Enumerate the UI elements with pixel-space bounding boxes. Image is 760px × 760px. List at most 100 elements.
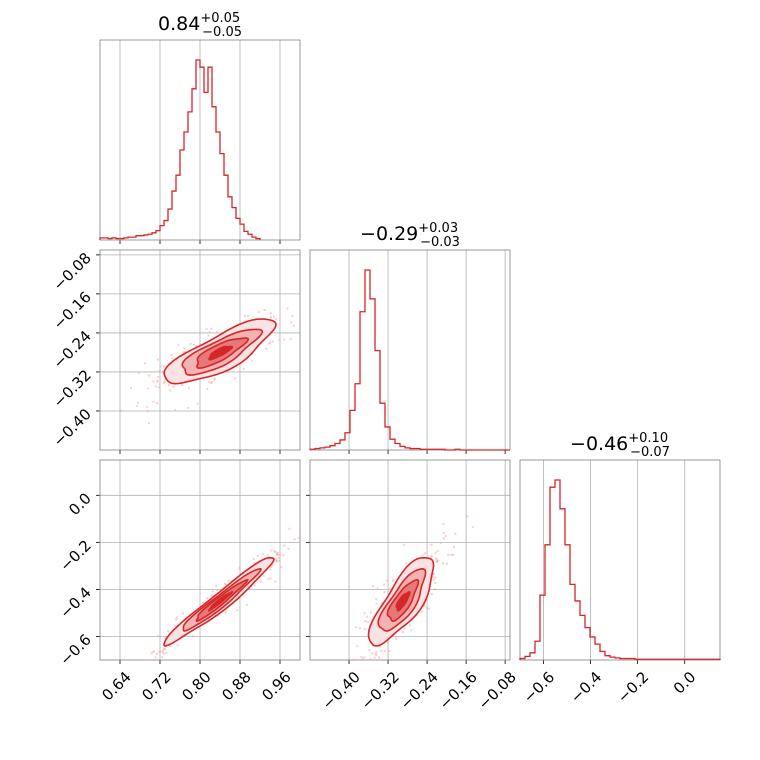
- scatter-point: [157, 386, 160, 389]
- scatter-point: [280, 566, 283, 569]
- scatter-point: [158, 370, 161, 373]
- scatter-point: [364, 620, 367, 623]
- scatter-point: [441, 562, 444, 565]
- scatter-point: [155, 653, 158, 656]
- scatter-point: [442, 537, 445, 540]
- scatter-point: [387, 640, 390, 643]
- scatter-point: [277, 559, 280, 562]
- scatter-point: [162, 652, 165, 655]
- scatter-point: [253, 562, 256, 565]
- scatter-point: [170, 353, 173, 356]
- scatter-point: [435, 560, 438, 563]
- title-param-1-plus: +0.05: [200, 11, 240, 26]
- scatter-point: [380, 602, 383, 605]
- scatter-point: [267, 578, 270, 581]
- scatter-point: [159, 365, 162, 368]
- scatter-point: [289, 337, 292, 340]
- panel-border: [99, 39, 301, 241]
- scatter-point: [410, 629, 413, 632]
- x-tick-label: −0.4: [567, 668, 605, 706]
- scatter-point: [276, 552, 279, 555]
- scatter-point: [267, 342, 270, 345]
- scatter-point: [192, 635, 195, 638]
- scatter-point: [250, 359, 253, 362]
- scatter-point: [136, 665, 138, 667]
- contour-level-4: [208, 345, 234, 361]
- scatter-point: [165, 652, 168, 655]
- scatter-point: [420, 610, 423, 613]
- scatter-point: [171, 357, 174, 360]
- scatter-point: [135, 405, 138, 408]
- scatter-point: [379, 645, 382, 648]
- scatter-point: [215, 331, 218, 334]
- scatter-point: [383, 649, 386, 652]
- scatter-point: [152, 380, 155, 383]
- panel-border: [99, 249, 301, 451]
- scatter-point: [471, 526, 474, 529]
- scatter-point: [150, 652, 153, 655]
- scatter-point: [269, 315, 272, 318]
- scatter-point: [272, 315, 275, 318]
- scatter-point: [430, 555, 433, 558]
- y-tick-label: −0.2: [56, 536, 94, 574]
- scatter-point: [292, 324, 295, 327]
- scatter-point: [291, 315, 294, 318]
- x-tick-label: −0.08: [475, 668, 520, 713]
- scatter-point: [271, 564, 274, 567]
- scatter-point: [302, 536, 304, 538]
- scatter-point: [383, 661, 385, 663]
- scatter-point: [435, 558, 438, 561]
- scatter-point: [322, 315, 324, 317]
- scatter-point: [466, 515, 469, 518]
- scatter-point: [430, 543, 433, 546]
- scatter-point: [162, 647, 165, 650]
- scatter-point: [266, 554, 269, 557]
- scatter-point: [274, 580, 277, 583]
- scatter-point: [283, 544, 286, 547]
- histogram-panel-param-3: −0.6 −0.4 −0.2 0.0: [519, 459, 721, 707]
- scatter-point: [434, 552, 437, 555]
- scatter-point: [437, 559, 440, 562]
- scatter-point: [363, 656, 366, 659]
- scatter-point: [293, 538, 296, 541]
- title-param-2-value: −0.29: [360, 223, 418, 245]
- x-tick-label: 0.80: [178, 668, 214, 704]
- scatter-point: [210, 381, 213, 384]
- scatter-point: [366, 615, 369, 618]
- scatter-point: [325, 310, 327, 312]
- scatter-point: [247, 315, 250, 318]
- scatter-point: [183, 347, 186, 350]
- scatter-point: [164, 378, 167, 381]
- y-tick-label: −0.16: [50, 288, 95, 333]
- scatter-point: [380, 650, 383, 653]
- scatter-point: [275, 558, 278, 561]
- scatter-point: [375, 651, 378, 654]
- scatter-point: [202, 602, 205, 605]
- scatter-point: [205, 328, 208, 331]
- histogram-step-line: [99, 59, 261, 240]
- x-tick-label: −0.6: [520, 668, 558, 706]
- scatter-point: [271, 340, 274, 343]
- scatter-point: [89, 696, 91, 698]
- contour-level-4: [395, 591, 411, 612]
- scatter-point: [286, 307, 289, 310]
- scatter-point: [164, 636, 167, 639]
- scatter-point: [392, 578, 395, 581]
- y-tick-label: −0.24: [50, 327, 95, 372]
- scatter-point: [371, 652, 374, 655]
- scatter-point: [298, 536, 300, 539]
- scatter-point: [143, 362, 146, 365]
- scatter-point: [176, 616, 179, 619]
- scatter-point: [167, 630, 170, 633]
- scatter-point: [450, 553, 453, 556]
- title-param-1: 0.84+0.05 −0.05: [158, 11, 242, 40]
- scatter-point: [189, 342, 192, 345]
- scatter-point: [187, 387, 190, 390]
- title-param-3-minus: −0.07: [630, 445, 670, 460]
- scatter-point: [376, 670, 378, 672]
- scatter-point: [244, 315, 247, 318]
- scatter-point: [358, 627, 361, 630]
- scatter-point: [252, 557, 255, 560]
- scatter-point: [368, 649, 371, 652]
- scatter-point: [234, 377, 237, 380]
